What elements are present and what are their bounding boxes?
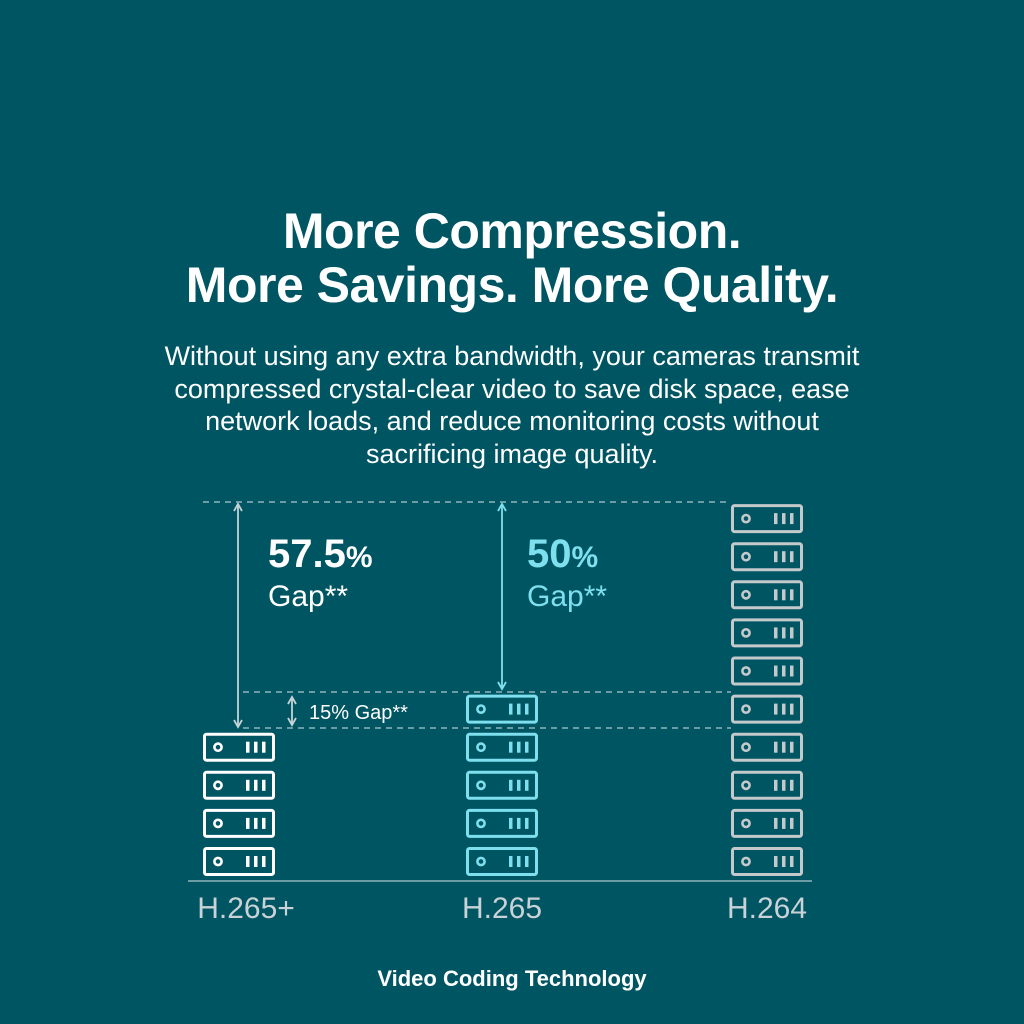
- server-stack-h-264: [731, 504, 803, 876]
- codec-label-h264: H.264: [726, 892, 808, 925]
- arrow-h265-gap-icon: [497, 502, 507, 691]
- server-rack-icon: [731, 504, 803, 534]
- gap-h265-value: 50%: [527, 532, 599, 576]
- gap-h265plus-value: 57.5%: [268, 532, 373, 576]
- server-stacks: [203, 504, 803, 876]
- server-rack-icon: [731, 847, 803, 876]
- guide-lines: [188, 501, 812, 882]
- arrow-h265plus-gap-icon: [233, 502, 243, 729]
- headline: More Compression. More Savings. More Qua…: [0, 204, 1024, 312]
- gap-h265plus-label: Gap**: [268, 580, 349, 613]
- gap-h265plus: 57.5% Gap**: [268, 532, 373, 614]
- server-rack-icon: [466, 808, 538, 838]
- gap-h265plus-unit: %: [345, 541, 373, 574]
- subtitle: Without using any extra bandwidth, your …: [100, 340, 924, 470]
- server-rack-icon: [203, 770, 275, 800]
- server-rack-icon: [731, 580, 803, 610]
- gap-h265-label: Gap**: [527, 580, 608, 613]
- server-rack-icon: [203, 808, 275, 838]
- caption: Video Coding Technology: [377, 966, 647, 991]
- server-rack-icon: [203, 732, 275, 762]
- subtitle-line-4: sacrificing image quality.: [365, 438, 659, 469]
- server-rack-icon: [731, 732, 803, 762]
- server-stack-h-265: [466, 694, 538, 876]
- subtitle-line-2: compressed crystal-clear video to save d…: [174, 373, 850, 404]
- codec-label-h265: H.265: [461, 892, 543, 925]
- subtitle-line-1: Without using any extra bandwidth, your …: [164, 341, 860, 371]
- server-rack-icon: [731, 656, 803, 686]
- gap-h265plus-vs-h265-label: 15% Gap**: [309, 702, 408, 724]
- server-rack-icon: [731, 618, 803, 648]
- gap-h265-unit: %: [571, 541, 599, 574]
- server-rack-icon: [466, 694, 538, 724]
- server-stack-h-265-: [203, 732, 275, 876]
- subtitle-line-3: network loads, and reduce monitoring cos…: [205, 406, 819, 436]
- server-rack-icon: [731, 542, 803, 572]
- arrow-small-gap-icon: [287, 695, 297, 727]
- server-rack-icon: [731, 694, 803, 724]
- gap-arrows: [233, 502, 507, 729]
- server-rack-icon: [203, 847, 275, 876]
- server-rack-icon: [466, 770, 538, 800]
- codec-label-h265plus: H.265+: [197, 892, 295, 925]
- headline-line-1: More Compression.: [282, 203, 742, 259]
- server-rack-icon: [731, 808, 803, 838]
- gap-h265: 50% Gap**: [527, 532, 607, 614]
- headline-line-2: More Savings. More Quality.: [185, 257, 839, 313]
- server-rack-icon: [466, 732, 538, 762]
- server-rack-icon: [466, 847, 538, 876]
- server-rack-icon: [731, 770, 803, 800]
